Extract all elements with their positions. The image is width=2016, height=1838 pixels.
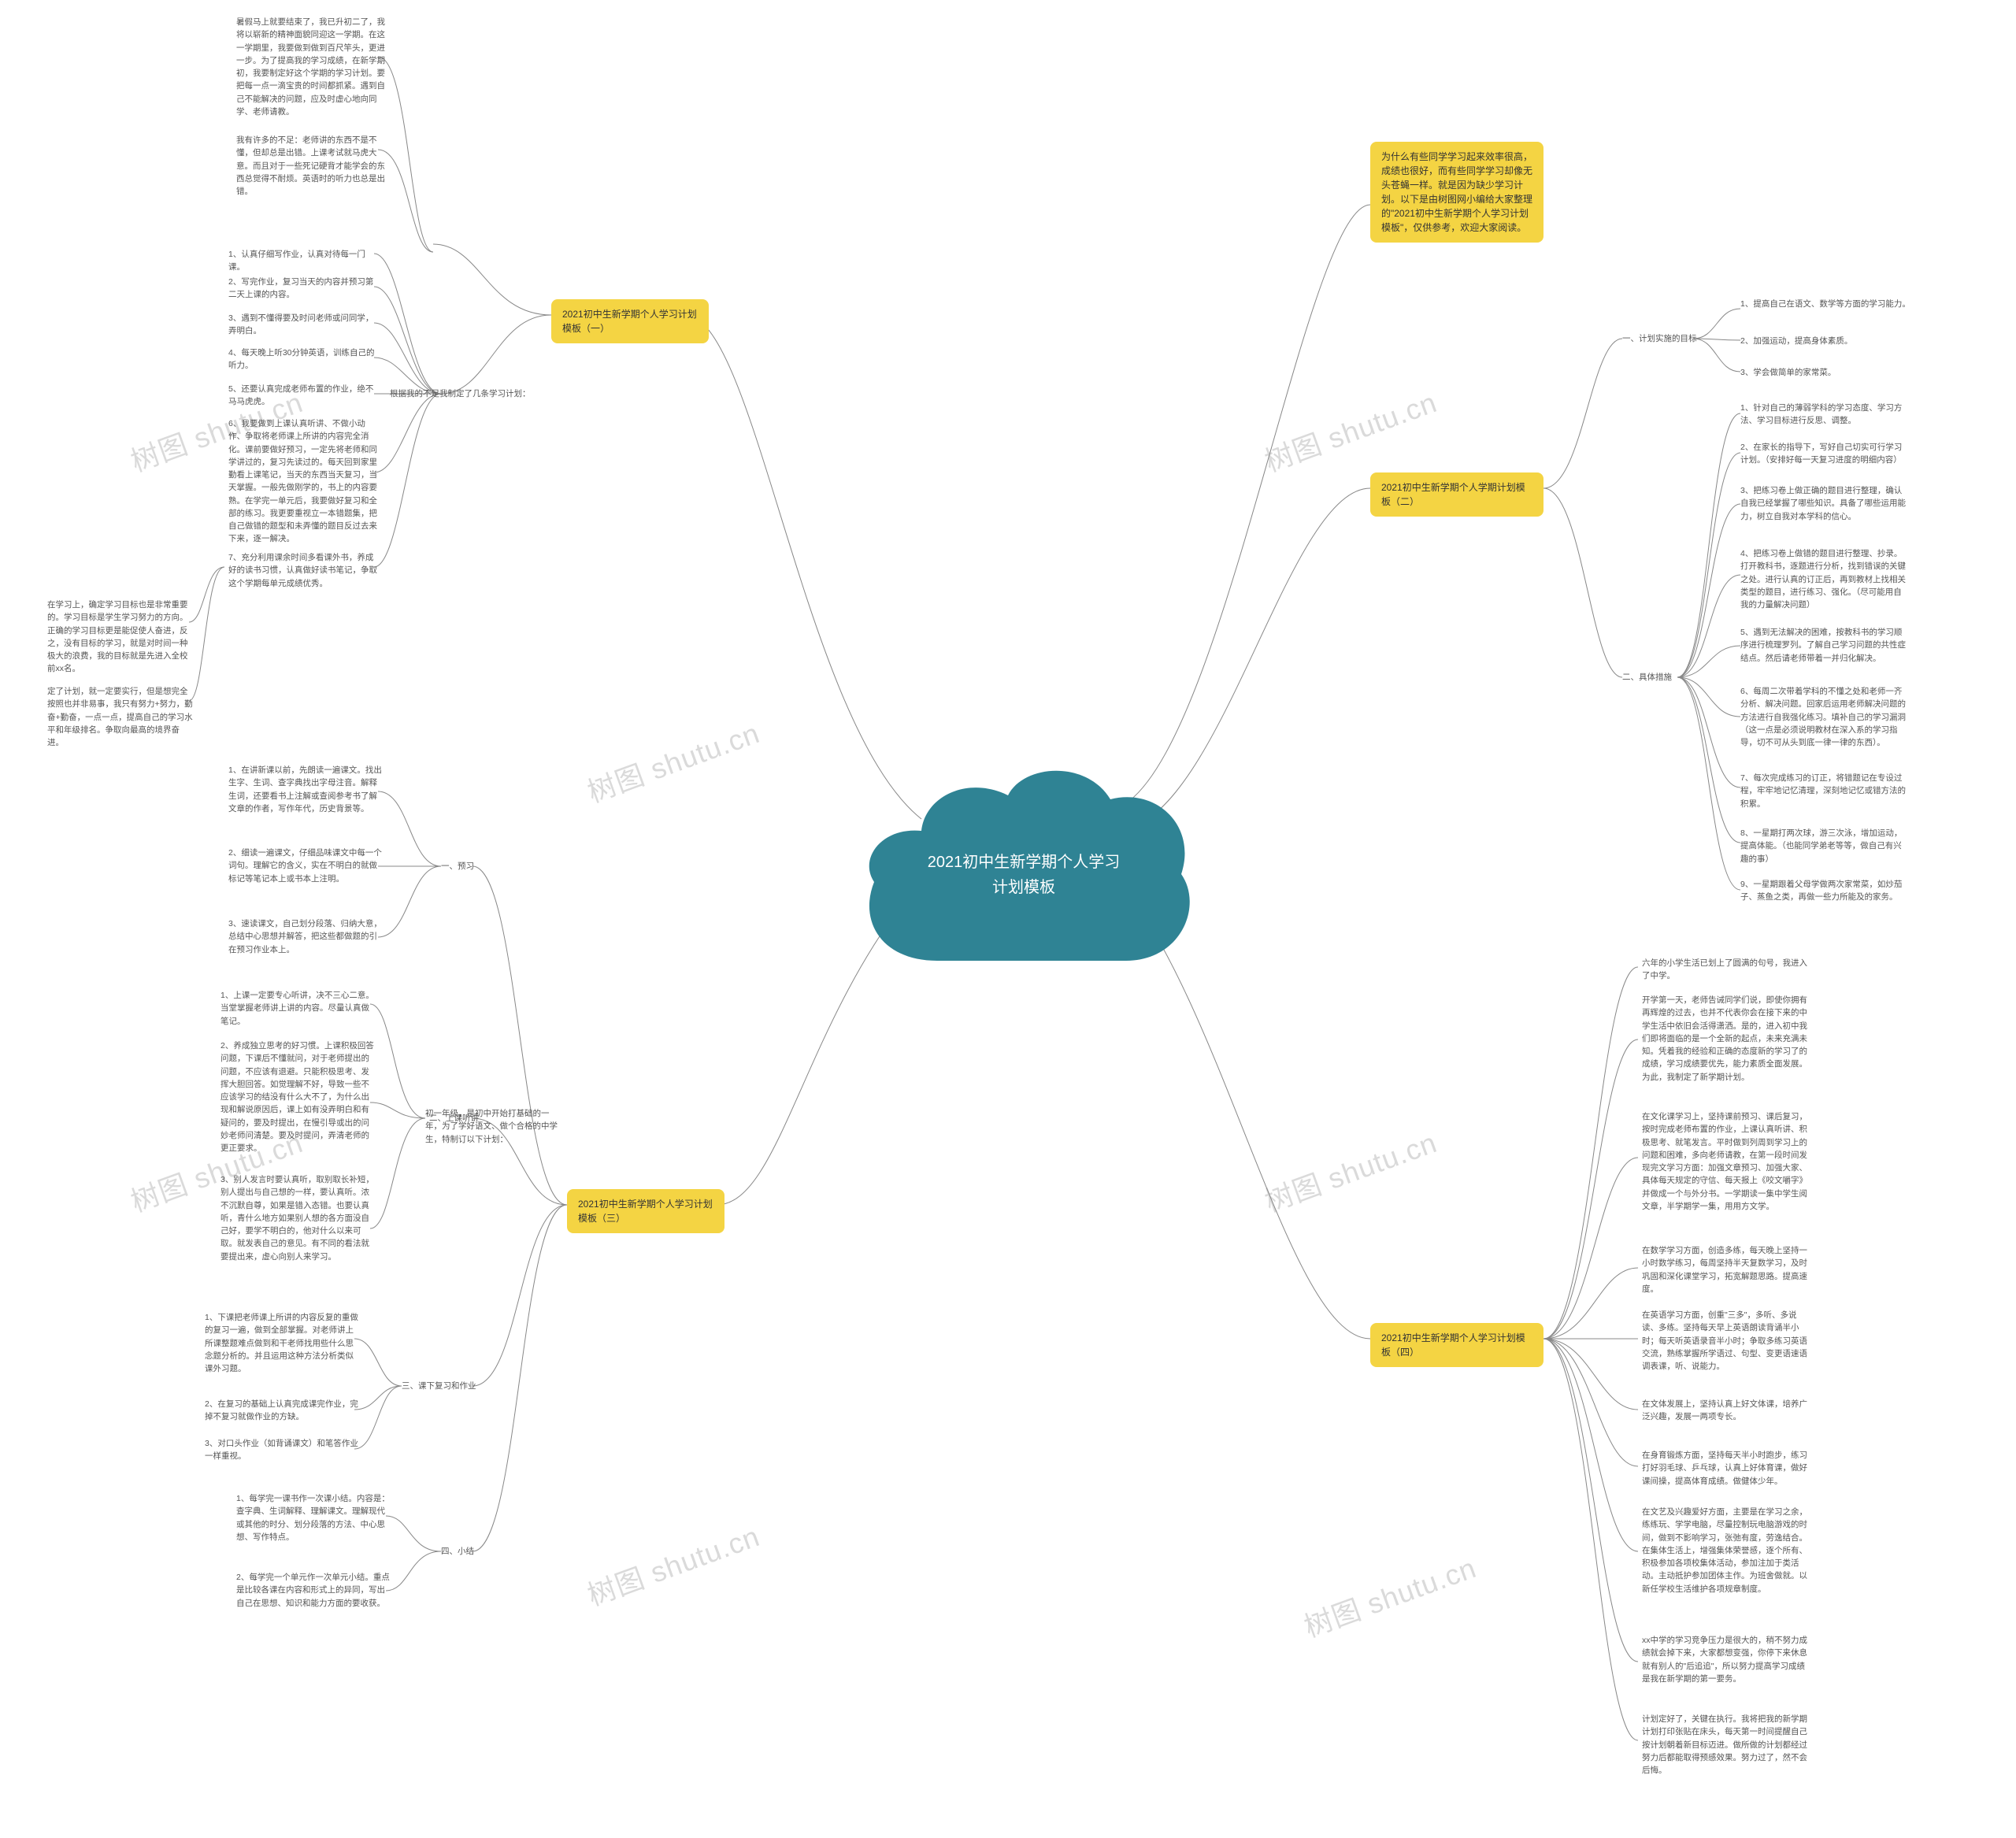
t4-p5: 在英语学习方面，创重"三多"，多听、多说读、多练。坚持每天早上英语朗读背诵半小时… bbox=[1642, 1309, 1807, 1373]
t2-s1-item: 2、加强运动，提高身体素质。 bbox=[1740, 335, 1922, 347]
t2-s1-item: 1、提高自己在语文、数学等方面的学习能力。 bbox=[1740, 298, 1922, 310]
intro-node: 为什么有些同学学习起来效率很高，成绩也很好，而有些同学学习却像无头苍蝇一样。就是… bbox=[1370, 142, 1544, 243]
t1-item: 4、每天晚上听30分钟英语，训练自己的听力。 bbox=[228, 346, 378, 372]
t3-s1-item: 2、细读一遍课文，仔细品味课文中每一个词句。理解它的含义，实在不明白的就做标记等… bbox=[228, 847, 382, 885]
template2-node: 2021初中生新学期个人学期计划模板（二） bbox=[1370, 472, 1544, 517]
t4-p9: xx中学的学习竞争压力是很大的，稍不努力成绩就会掉下来，大家都想变强，你停下来休… bbox=[1642, 1634, 1807, 1685]
t3-s4-label: 四、小结 bbox=[441, 1545, 474, 1558]
watermark: 树图 shutu.cn bbox=[1258, 380, 1442, 480]
t4-p1: 六年的小学生活已划上了圆满的句号，我进入了中学。 bbox=[1642, 957, 1807, 983]
watermark: 树图 shutu.cn bbox=[1298, 1545, 1481, 1645]
t3-s3-item: 2、在复习的基础上认真完成课完作业，完掉不复习就做作业的方缺。 bbox=[205, 1398, 358, 1424]
t4-p2: 开学第一天，老师告诫同学们说，即使你拥有再辉煌的过去，也并不代表你会在接下来的中… bbox=[1642, 994, 1807, 1084]
watermark: 树图 shutu.cn bbox=[1258, 1120, 1442, 1220]
t2-s2-item: 7、每次完成练习的订正，将错题记在专设过程，牢牢地记忆清理，深刻地记忆或错方法的… bbox=[1740, 772, 1906, 810]
t2-s2-item: 6、每周二次带着学科的不懂之处和老师一齐分析、解决问题。回家后运用老师解决问题的… bbox=[1740, 685, 1906, 749]
center-title: 2021初中生新学期个人学习计划模板 bbox=[921, 850, 1126, 900]
t2-s2-item: 1、针对自己的薄弱学科的学习态度、学习方法、学习目标进行反思、调整。 bbox=[1740, 402, 1906, 428]
t4-p8: 在文艺及兴趣爱好方面，主要是在学习之余，练练玩、学学电脑，尽量控制玩电脑游戏的时… bbox=[1642, 1506, 1807, 1595]
watermark: 树图 shutu.cn bbox=[581, 1514, 765, 1614]
t2-s2-item: 4、把练习卷上做错的题目进行整理、抄录。打开教科书，逐题进行分析，找到错误的关键… bbox=[1740, 547, 1906, 611]
t3-s2-item: 1、上课一定要专心听讲，决不三心二意。当堂掌握老师讲上讲的内容。尽量认真做笔记。 bbox=[220, 989, 374, 1028]
t2-s2-item: 5、遇到无法解决的困难，按教科书的学习顺序进行梳理罗列。了解自己学习问题的共性症… bbox=[1740, 626, 1906, 665]
t3-s2-label: 二、上课听讲 bbox=[429, 1112, 479, 1125]
t2-s2-item: 3、把练习卷上做正确的题目进行整理，确认自我已经掌握了哪些知识。具备了哪些运用能… bbox=[1740, 484, 1906, 523]
t2-s1-label: 一、计划实施的目标 bbox=[1622, 332, 1697, 345]
t2-s2-item: 9、一星期跟着父母学做两次家常菜，如炒茄子、蒸鱼之类，再做一些力所能及的家务。 bbox=[1740, 878, 1906, 904]
t2-s2-item: 2、在家长的指导下，写好自己切实可行学习计划。（安排好每一天复习进度的明细内容） bbox=[1740, 441, 1906, 467]
t3-s1-label: 一、预习 bbox=[441, 860, 474, 873]
t1-item: 7、充分利用课余时间多看课外书，养成好的读书习惯，认真做好读书笔记，争取这个学期… bbox=[228, 551, 378, 590]
t4-p6: 在文体发展上，坚持认真上好文体课，培养广泛兴趣，发展一两项专长。 bbox=[1642, 1398, 1807, 1424]
t4-p3: 在文化课学习上，坚持课前预习、课后复习，按时完成老师布置的作业，上课认真听讲、积… bbox=[1642, 1110, 1807, 1213]
t3-s4-item: 2、每学完一个单元作一次单元小结。重点是比较各课在内容和形式上的异同，写出自己在… bbox=[236, 1571, 390, 1610]
t3-s1-item: 3、速读课文，自己划分段落、归纳大意，总结中心思想并解答，把这些都做题的引在预习… bbox=[228, 917, 382, 956]
t1-end1: 在学习上，确定学习目标也是非常重要的。学习目标是学生学习努力的方向。正确的学习目… bbox=[47, 598, 193, 676]
template4-node: 2021初中生新学期个人学习计划模板（四） bbox=[1370, 1323, 1544, 1367]
t3-s3-item: 1、下课把老师课上所讲的内容反复的重做的复习一遍，做到全部掌握。对老师讲上所课整… bbox=[205, 1311, 358, 1375]
t3-s2-item: 2、养成独立思考的好习惯。上课积极回答问题，下课后不懂就问，对于老师提出的问题，… bbox=[220, 1039, 374, 1154]
template3-node: 2021初中生新学期个人学习计划模板（三） bbox=[567, 1189, 724, 1233]
t4-p7: 在身育锻炼方面，坚持每天半小时跑步，练习打好羽毛球、乒乓球，认真上好体育课，做好… bbox=[1642, 1449, 1807, 1488]
template1-node: 2021初中生新学期个人学习计划模板（一） bbox=[551, 299, 709, 343]
t2-s2-label: 二、具体措施 bbox=[1622, 671, 1672, 684]
t3-s2-item: 3、别人发言时要认真听，取别取长补短，别人提出与自己想的一样，要认真听。浓不沉默… bbox=[220, 1173, 374, 1263]
t1-item: 1、认真仔细写作业，认真对待每一门课。 bbox=[228, 248, 378, 274]
watermark: 树图 shutu.cn bbox=[581, 710, 765, 810]
t1-item: 3、遇到不懂得要及时问老师或问同学，弄明白。 bbox=[228, 312, 378, 338]
t1-item: 2、写完作业，复习当天的内容并预习第二天上课的内容。 bbox=[228, 276, 378, 302]
t1-pre2: 我有许多的不足：老师讲的东西不是不懂，但却总是出错。上课考试就马虎大意。而且对于… bbox=[236, 134, 386, 198]
t1-item: 5、还要认真完成老师布置的作业，绝不马马虎虎。 bbox=[228, 383, 378, 409]
t3-s3-label: 三、课下复习和作业 bbox=[402, 1380, 476, 1392]
t3-s1-item: 1、在讲新课以前，先朗读一遍课文。找出生字、生词、查字典找出字母注音。解释生词，… bbox=[228, 764, 382, 815]
t3-s4-item: 1、每学完一课书作一次课小结。内容是：查字典、生词解释、理解课文。理解现代或其他… bbox=[236, 1492, 390, 1543]
t1-end2: 定了计划，就一定要实行，但是想完全按照也并非易事，我只有努力+努力，勤奋+勤奋，… bbox=[47, 685, 193, 749]
center-cloud: 2021初中生新学期个人学习计划模板 bbox=[850, 756, 1197, 961]
t2-s2-item: 8、一星期打两次球，游三次泳，增加运动，提高体能。（也能同学弟老等等，做自己有兴… bbox=[1740, 827, 1906, 865]
t3-s3-item: 3、对口头作业（如背诵课文）和笔答作业一样重视。 bbox=[205, 1437, 358, 1463]
t1-lead: 根据我的不足我制定了几条学习计划： bbox=[390, 387, 531, 400]
t1-pre1: 暑假马上就要结束了，我已升初二了，我将以崭新的精神面貌同迎这一学期。在这一学期里… bbox=[236, 16, 386, 118]
t2-s1-item: 3、学会做简单的家常菜。 bbox=[1740, 366, 1922, 379]
t4-p4: 在数学学习方面，创造多练，每天晚上坚持一小时数学练习，每周坚持半天复数学习，及时… bbox=[1642, 1244, 1807, 1295]
t4-p10: 计划定好了，关键在执行。我将把我的新学期计划打印张贴在床头，每天第一时间提醒自己… bbox=[1642, 1713, 1807, 1777]
t1-item: 6、我要做到上课认真听讲、不做小动作、争取将老师课上所讲的内容完全消化。课前要做… bbox=[228, 417, 378, 546]
